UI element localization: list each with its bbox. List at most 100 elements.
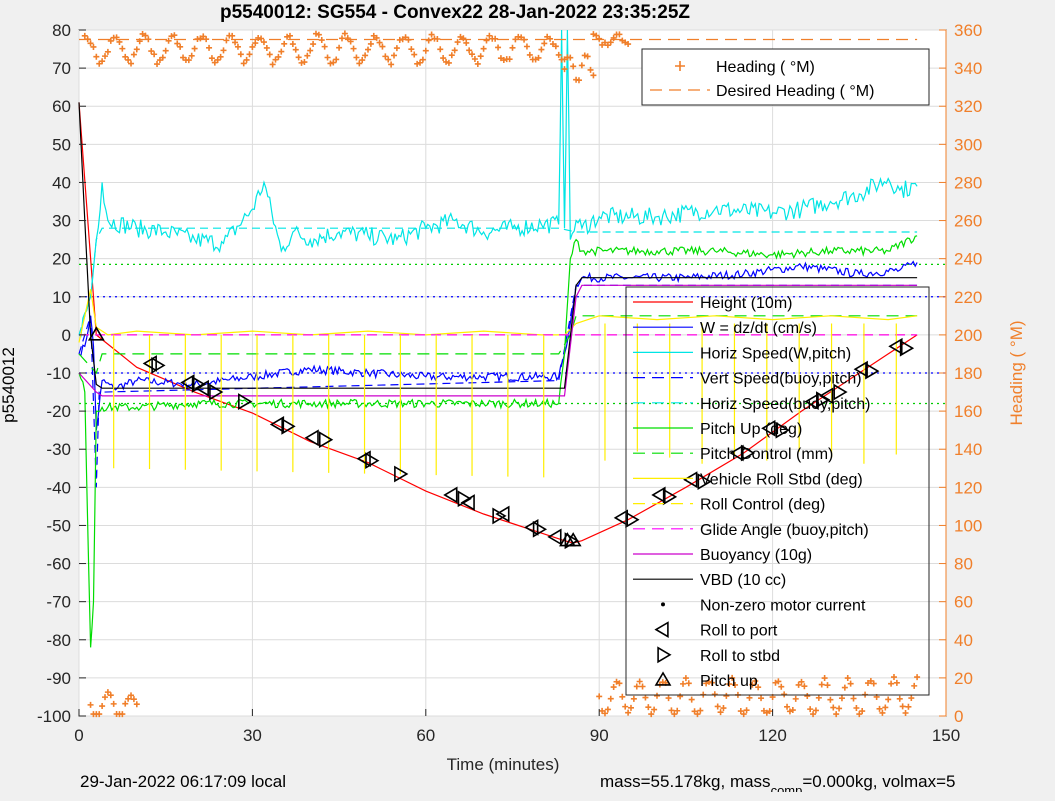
heading-point bbox=[547, 35, 554, 42]
y-tick-label: 20 bbox=[52, 250, 71, 269]
heading-point bbox=[824, 682, 831, 689]
heading-point bbox=[445, 59, 452, 66]
legend-main-label: Vehicle Roll Stbd (deg) bbox=[700, 471, 863, 488]
heading-point bbox=[318, 37, 325, 44]
heading-point bbox=[752, 677, 759, 684]
heading-point bbox=[526, 51, 533, 58]
heading-point bbox=[795, 681, 802, 688]
markers-group bbox=[87, 326, 915, 550]
y-tick-label: 30 bbox=[52, 212, 71, 231]
roll-to-stbd-marker bbox=[394, 465, 409, 483]
heading-point bbox=[610, 684, 617, 691]
heading-point bbox=[495, 44, 502, 51]
series-vbd-10-cc bbox=[78, 102, 918, 389]
roll-to-stbd-marker bbox=[740, 444, 756, 462]
heading-point bbox=[807, 706, 814, 713]
heading-point bbox=[177, 43, 184, 50]
heading-point bbox=[743, 707, 750, 714]
roll-to-stbd-marker bbox=[899, 339, 915, 357]
heading-point bbox=[356, 60, 363, 67]
y2-tick-label: 160 bbox=[954, 402, 982, 421]
heading-point bbox=[119, 45, 126, 52]
heading-point bbox=[443, 58, 450, 65]
y-tick-label: -80 bbox=[46, 631, 71, 650]
heading-point bbox=[240, 60, 247, 67]
legend-main-label: W = dz/dt (cm/s) bbox=[700, 320, 817, 337]
roll-to-port-marker bbox=[761, 419, 776, 437]
legend-main-glyph bbox=[654, 621, 669, 638]
roll-to-port-marker bbox=[180, 374, 195, 391]
y2-tick-label: 120 bbox=[954, 478, 982, 497]
heading-point bbox=[125, 695, 132, 702]
y-tick-label: -50 bbox=[46, 516, 71, 535]
series-pitch-up-deg bbox=[78, 235, 918, 648]
legend-main-label: Height (10m) bbox=[700, 295, 792, 312]
heading-point bbox=[102, 694, 109, 701]
legend-top-label: Heading ( °M) bbox=[716, 59, 815, 76]
heading-point bbox=[833, 711, 840, 718]
heading-point bbox=[162, 47, 169, 54]
heading-point bbox=[81, 32, 88, 39]
y2-tick-label: 180 bbox=[954, 364, 982, 383]
heading-point bbox=[801, 683, 808, 690]
roll-to-stbd-marker bbox=[457, 490, 472, 508]
legend-main-label: Pitch up bbox=[700, 673, 758, 690]
heading-point bbox=[596, 35, 603, 42]
heading-point bbox=[341, 30, 348, 37]
heading-point bbox=[451, 47, 458, 54]
heading-point bbox=[584, 53, 591, 60]
heading-point bbox=[281, 40, 288, 47]
heading-point bbox=[818, 681, 825, 688]
heading-point bbox=[437, 46, 444, 53]
y2-tick-label: 200 bbox=[954, 326, 982, 345]
heading-point bbox=[350, 45, 357, 52]
heading-point bbox=[382, 53, 389, 60]
footer-mass-sub: comp bbox=[770, 783, 803, 792]
heading-point bbox=[206, 44, 213, 51]
heading-point bbox=[480, 45, 487, 52]
y2-tick-label: 60 bbox=[954, 593, 973, 612]
heading-point bbox=[295, 54, 302, 61]
heading-point bbox=[246, 51, 253, 58]
y2-tick-label: 280 bbox=[954, 173, 982, 192]
heading-point bbox=[870, 680, 877, 687]
series-buoyancy-10g bbox=[78, 284, 918, 397]
heading-point bbox=[128, 692, 135, 699]
heading-point bbox=[645, 704, 652, 711]
heading-point bbox=[581, 52, 588, 59]
heading-point bbox=[859, 708, 866, 715]
x-axis-label: Time (minutes) bbox=[447, 755, 560, 774]
heading-point bbox=[714, 703, 721, 710]
heading-point bbox=[258, 35, 265, 42]
heading-point bbox=[708, 679, 715, 686]
x-tick-label: 150 bbox=[932, 726, 960, 745]
heading-point bbox=[610, 34, 617, 41]
heading-point bbox=[607, 695, 614, 702]
heading-point bbox=[310, 41, 317, 48]
heading-point bbox=[720, 705, 727, 712]
roll-to-port-marker bbox=[304, 429, 319, 447]
pitch-up-marker bbox=[564, 532, 582, 547]
roll-to-stbd-marker bbox=[238, 393, 253, 410]
heading-point bbox=[312, 30, 319, 37]
heading-point bbox=[362, 52, 369, 59]
heading-point bbox=[844, 675, 851, 682]
heading-point bbox=[879, 709, 886, 716]
y2-tick-label: 360 bbox=[954, 21, 982, 40]
roll-to-stbd-marker bbox=[775, 421, 790, 439]
roll-to-port-marker bbox=[460, 494, 475, 511]
heading-point bbox=[373, 34, 380, 41]
heading-point bbox=[775, 678, 782, 685]
legend-top-glyph bbox=[675, 61, 685, 71]
heading-point bbox=[804, 693, 811, 700]
axes: 0 30 60 90 120 150-100-90-80-70-60-50-40-30-2… bbox=[37, 21, 982, 745]
roll-to-stbd-marker bbox=[816, 391, 831, 409]
legend-main-box bbox=[625, 286, 930, 696]
heading-point bbox=[902, 709, 909, 716]
heading-point bbox=[159, 54, 166, 61]
series-pitch-control-mm bbox=[78, 315, 918, 375]
y-tick-label: -70 bbox=[46, 593, 71, 612]
legend-main: Height (10m) W = dz/dt (cm/s) Horiz Speed(… bbox=[625, 286, 930, 696]
heading-point bbox=[792, 695, 799, 702]
roll-to-port-marker bbox=[888, 337, 903, 355]
